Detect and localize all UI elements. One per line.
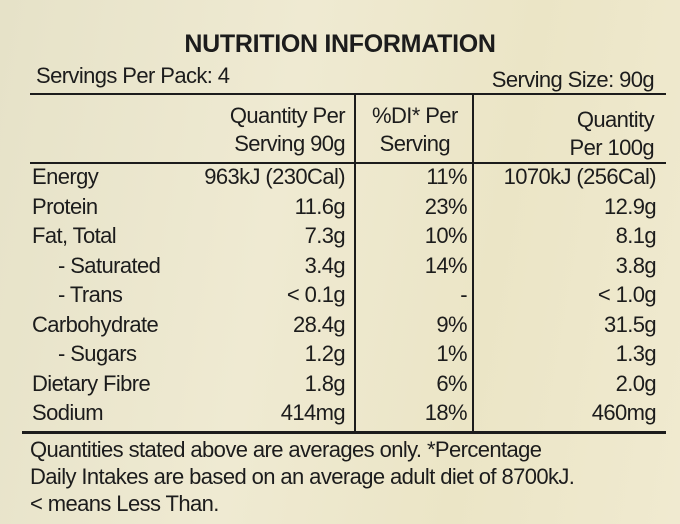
daily-intake-value: 6%: [436, 370, 467, 396]
daily-intake-value: 14%: [424, 252, 468, 278]
per-serving-value: 3.4g: [304, 252, 346, 278]
servings-per-pack: Servings Per Pack: 4: [36, 63, 230, 88]
per-100g-value: 1.3g: [615, 341, 657, 366]
header-line: Quantity: [576, 107, 655, 132]
nutrition-row: - Trans < 0.1g - < 1.0g: [0, 281, 680, 309]
per-serving-value: 1.2g: [304, 341, 346, 366]
nutrient-label: Energy: [32, 164, 99, 189]
per-100g-value: < 1.0g: [597, 282, 657, 307]
daily-intake-value: 9%: [436, 311, 467, 337]
column-divider-2: [472, 93, 474, 433]
header-line: Per 100g: [569, 135, 655, 160]
nutrition-row: Carbohydrate 28.4g 9% 31.5g: [0, 311, 680, 339]
column-divider-1: [354, 93, 356, 433]
nutrition-row: Dietary Fibre 1.8g 6% 2.0g: [0, 370, 680, 398]
nutrient-label: - Saturated: [58, 252, 161, 278]
per-serving-value: 28.4g: [292, 311, 346, 337]
header-line: Serving 90g: [234, 131, 345, 156]
header-line: %DI* Per: [372, 103, 458, 128]
nutrition-row: Sodium 414mg 18% 460mg: [0, 399, 680, 427]
nutrient-label: Protein: [32, 193, 98, 219]
nutrient-label: - Trans: [58, 282, 123, 307]
per-serving-value: 1.8g: [304, 370, 346, 396]
daily-intake-value: 18%: [424, 400, 468, 425]
per-100g-value: 2.0g: [615, 370, 657, 396]
per-100g-value: 3.8g: [615, 252, 657, 278]
footer-line-1: Quantities stated above are averages onl…: [30, 437, 542, 462]
nutrition-row: Protein 11.6g 23% 12.9g: [0, 193, 680, 221]
serving-size: Serving Size: 90g: [491, 67, 655, 92]
label-title: NUTRITION INFORMATION: [184, 30, 496, 58]
nutrition-row: Energy 963kJ (230Cal) 11% 1070kJ (256Cal): [0, 163, 680, 191]
nutrition-row: - Saturated 3.4g 14% 3.8g: [0, 252, 680, 280]
nutrient-label: - Sugars: [58, 341, 137, 366]
daily-intake-value: 23%: [424, 193, 468, 219]
per-serving-value: 11.6g: [294, 193, 346, 219]
per-serving-value: 414mg: [280, 400, 346, 425]
daily-intake-value: -: [460, 282, 467, 307]
table-top-rule: [30, 93, 666, 95]
per-serving-value: < 0.1g: [286, 282, 346, 307]
per-100g-value: 12.9g: [603, 193, 657, 219]
per-100g-value: 31.5g: [603, 311, 657, 337]
nutrition-row: Fat, Total 7.3g 10% 8.1g: [0, 222, 680, 250]
header-rule: [30, 162, 666, 164]
per-100g-value: 8.1g: [615, 223, 657, 248]
footer-line-3: < means Less Than.: [30, 491, 219, 516]
nutrition-row: - Sugars 1.2g 1% 1.3g: [0, 340, 680, 368]
per-100g-value: 1070kJ (256Cal): [503, 164, 657, 189]
per-serving-value: 963kJ (230Cal): [204, 164, 345, 189]
nutrient-label: Dietary Fibre: [32, 370, 151, 396]
header-per-serving: Quantity Per Serving 90g: [229, 102, 346, 158]
per-100g-value: 460mg: [591, 400, 657, 425]
per-serving-value: 7.3g: [304, 223, 346, 248]
daily-intake-value: 1%: [436, 341, 467, 366]
footer-line-2: Daily Intakes are based on an average ad…: [30, 464, 575, 489]
header-per-100g: Quantity Per 100g: [570, 106, 655, 162]
header-line: Quantity Per: [229, 103, 346, 128]
header-line: Serving: [379, 131, 451, 156]
nutrient-label: Fat, Total: [32, 223, 117, 248]
nutrient-label: Sodium: [32, 400, 104, 425]
daily-intake-value: 10%: [424, 223, 468, 248]
header-di: %DI* Per Serving: [372, 102, 458, 158]
nutrient-label: Carbohydrate: [32, 311, 159, 337]
daily-intake-value: 11%: [426, 164, 467, 189]
table-bottom-rule: [22, 431, 666, 434]
